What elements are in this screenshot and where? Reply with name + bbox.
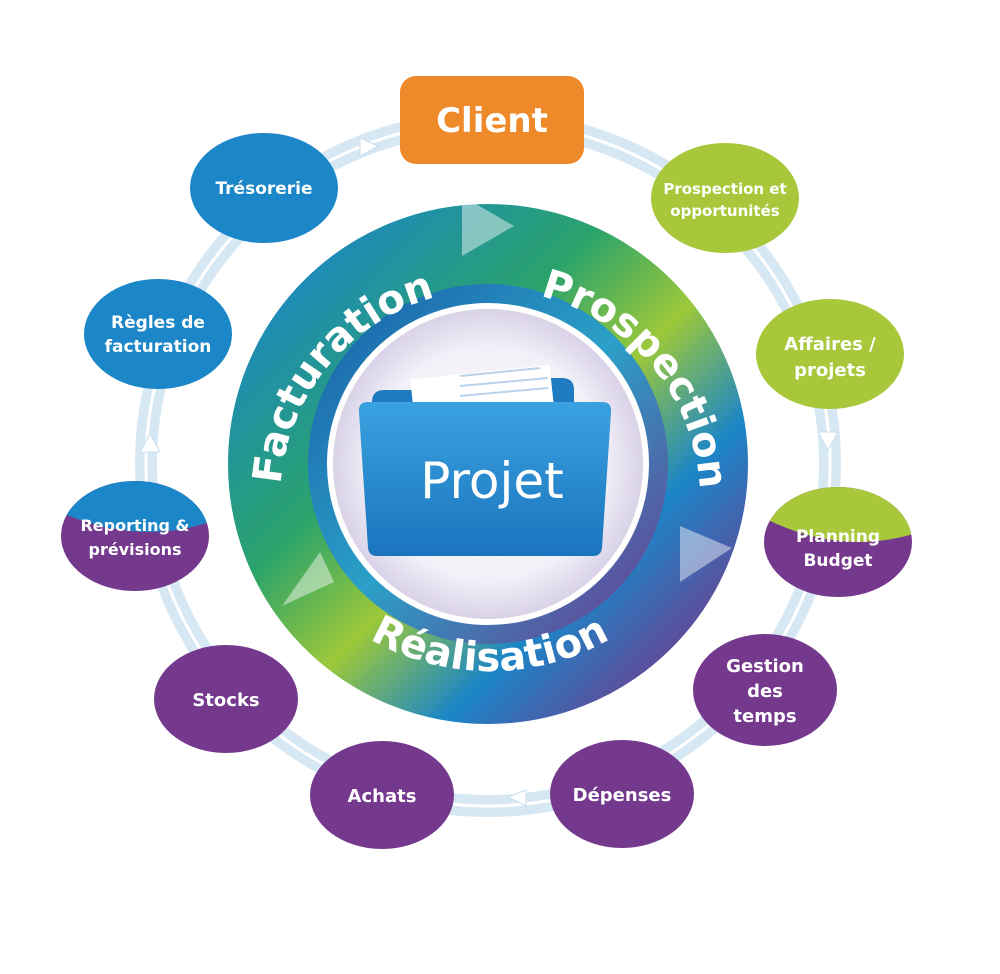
node-label: Trésorerie: [215, 179, 312, 199]
ring-arrow-icon: [680, 526, 732, 582]
node-label: projets: [794, 360, 866, 381]
folder-icon: [358, 364, 612, 556]
node-label: Stocks: [192, 690, 259, 711]
node-affaires-projets: Affaires / projets: [756, 299, 904, 409]
client-label: Client: [436, 101, 548, 141]
node-label: temps: [733, 706, 796, 727]
ring-arrow-icon: [282, 552, 334, 606]
node-label: des: [747, 681, 783, 702]
node-label: Dépenses: [573, 785, 672, 806]
node-label: Gestion: [726, 656, 804, 677]
node-gestion-temps: Gestion des temps: [693, 634, 837, 746]
node-label: Budget: [803, 551, 872, 571]
node-achats: Achats: [310, 741, 454, 849]
node-label: prévisions: [88, 540, 181, 559]
node-planning-budget: Planning Budget: [764, 487, 912, 597]
track-arrow-icon: [139, 432, 161, 453]
node-label: opportunités: [670, 202, 779, 220]
node-label: Affaires /: [784, 334, 876, 355]
track-arrow-icon: [359, 137, 380, 157]
inner-white-ring: [327, 303, 649, 625]
node-label: Prospection et: [663, 180, 786, 198]
inner-ring: [308, 284, 668, 644]
node-tresorerie: Trésorerie: [190, 133, 338, 243]
node-label: Achats: [348, 786, 417, 807]
node-label: Règles de: [111, 313, 205, 333]
client-node: Client: [400, 76, 584, 164]
track-arrow-icon: [817, 431, 839, 452]
main-ring: [228, 204, 748, 724]
node-depenses: Dépenses: [550, 740, 694, 848]
center-label: Projet: [420, 452, 564, 510]
node-label: facturation: [105, 337, 212, 357]
ring-arrow-icon: [462, 196, 514, 256]
node-regles-facturation: Règles de facturation: [84, 279, 232, 389]
node-stocks: Stocks: [154, 645, 298, 753]
track-arrow-icon: [506, 789, 527, 807]
node-label: Reporting &: [80, 516, 189, 535]
node-prospection-opportunites: Prospection et opportunités: [651, 143, 799, 253]
node-label: Planning: [796, 527, 880, 547]
node-reporting-previsions: Reporting & prévisions: [61, 481, 209, 591]
